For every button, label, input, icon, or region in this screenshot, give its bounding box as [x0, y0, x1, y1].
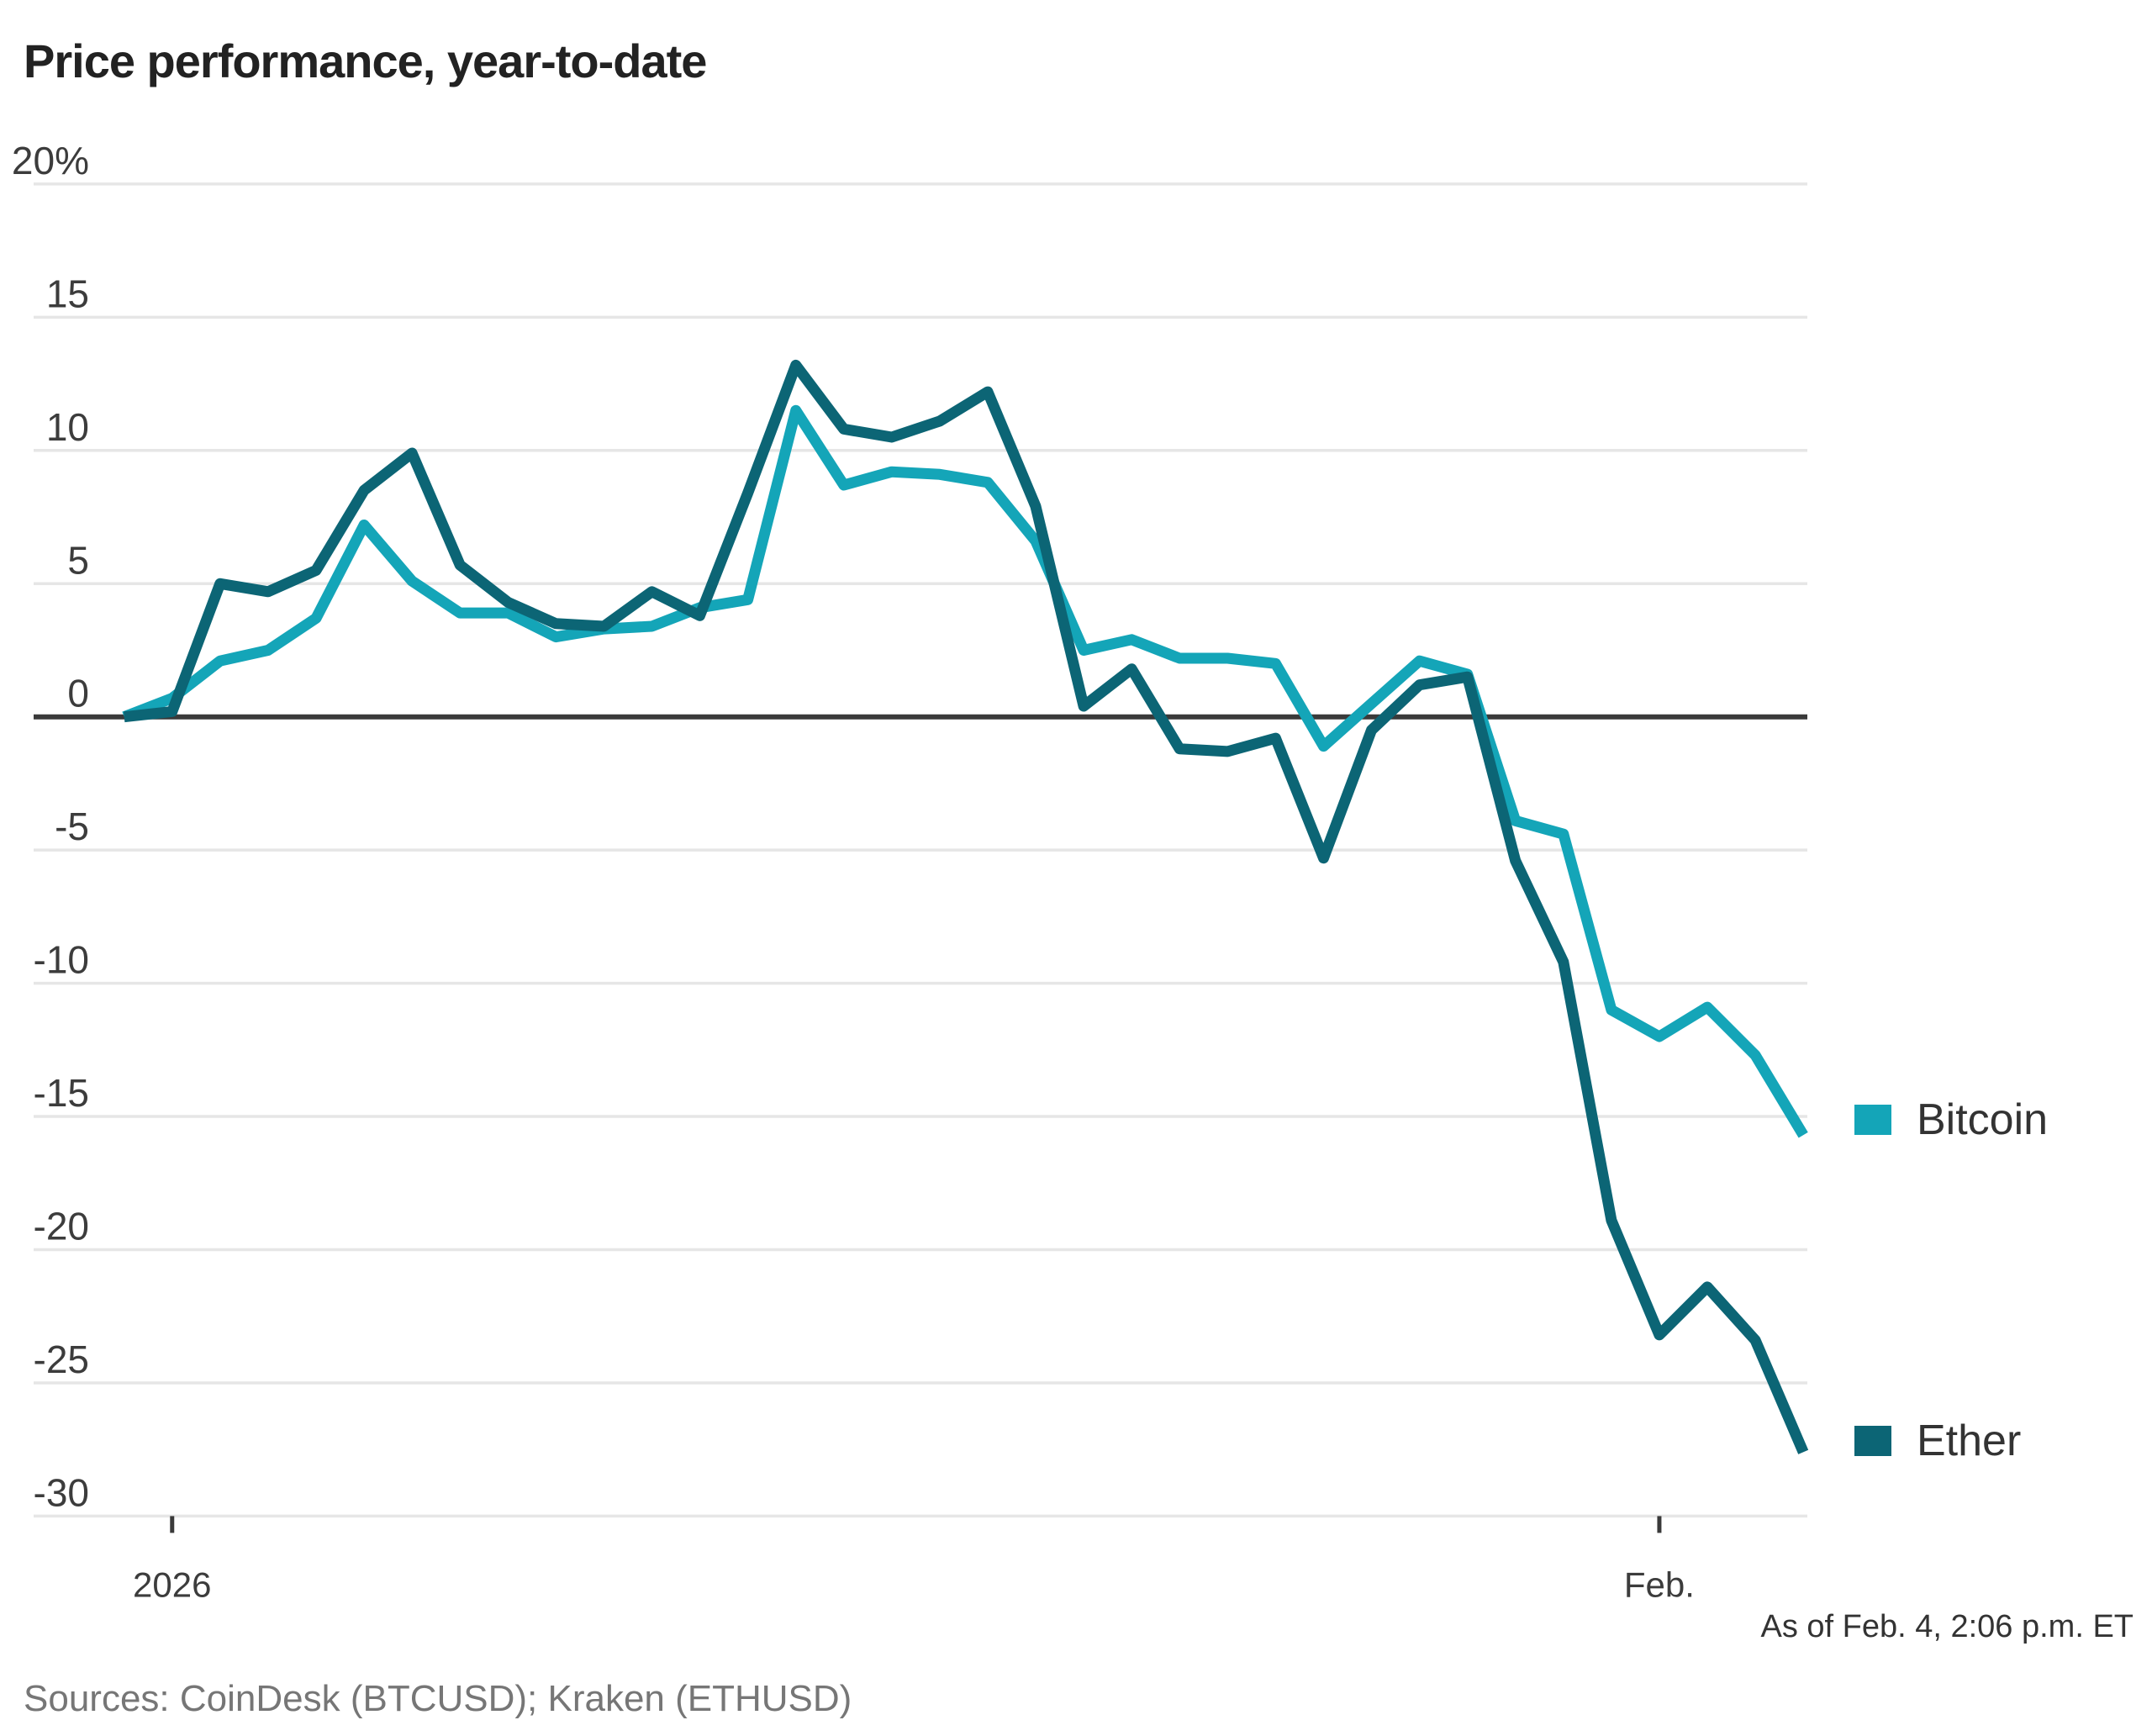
bitcoin-legend-label: Bitcoin	[1917, 1095, 2049, 1144]
y-axis-label--20: -20	[34, 1205, 89, 1248]
x-axis-label-Feb.: Feb.	[1624, 1565, 1695, 1604]
y-axis-label--10: -10	[34, 938, 89, 982]
y-axis-label--30: -30	[34, 1470, 89, 1514]
y-axis-label-5: 5	[67, 538, 89, 582]
legend-item-bitcoin: Bitcoin	[1854, 1095, 2048, 1145]
y-axis-label-20: 20%	[12, 139, 89, 182]
ether-legend-swatch	[1854, 1426, 1891, 1456]
y-axis-label-10: 10	[46, 405, 89, 449]
legend-item-ether: Ether	[1854, 1416, 2021, 1466]
y-axis-label-15: 15	[46, 272, 89, 315]
gridlines	[34, 182, 1807, 1533]
bitcoin-legend-swatch	[1854, 1105, 1891, 1135]
as-of-timestamp: As of Feb. 4, 2:06 p.m. ET	[1760, 1609, 2134, 1644]
axis-labels: 20% 15 10 5 0 -5 -10 -15 -20 -25 -30 2026 Feb.	[12, 139, 1695, 1605]
ether-line	[123, 359, 1809, 1454]
y-axis-label--5: -5	[55, 805, 89, 848]
x-axis-label-2026: 2026	[133, 1565, 211, 1604]
data-series	[122, 359, 1809, 1454]
ether-legend-label: Ether	[1917, 1417, 2022, 1465]
y-axis-label--25: -25	[34, 1338, 89, 1381]
sources-note: Sources: CoinDesk (BTCUSD); Kraken (ETHU…	[24, 1678, 852, 1719]
y-axis-label-0: 0	[67, 672, 89, 715]
y-axis-label--15: -15	[34, 1071, 89, 1115]
page-title: Price performance, year-to-date	[24, 34, 707, 87]
bitcoin-line	[122, 404, 1808, 1138]
